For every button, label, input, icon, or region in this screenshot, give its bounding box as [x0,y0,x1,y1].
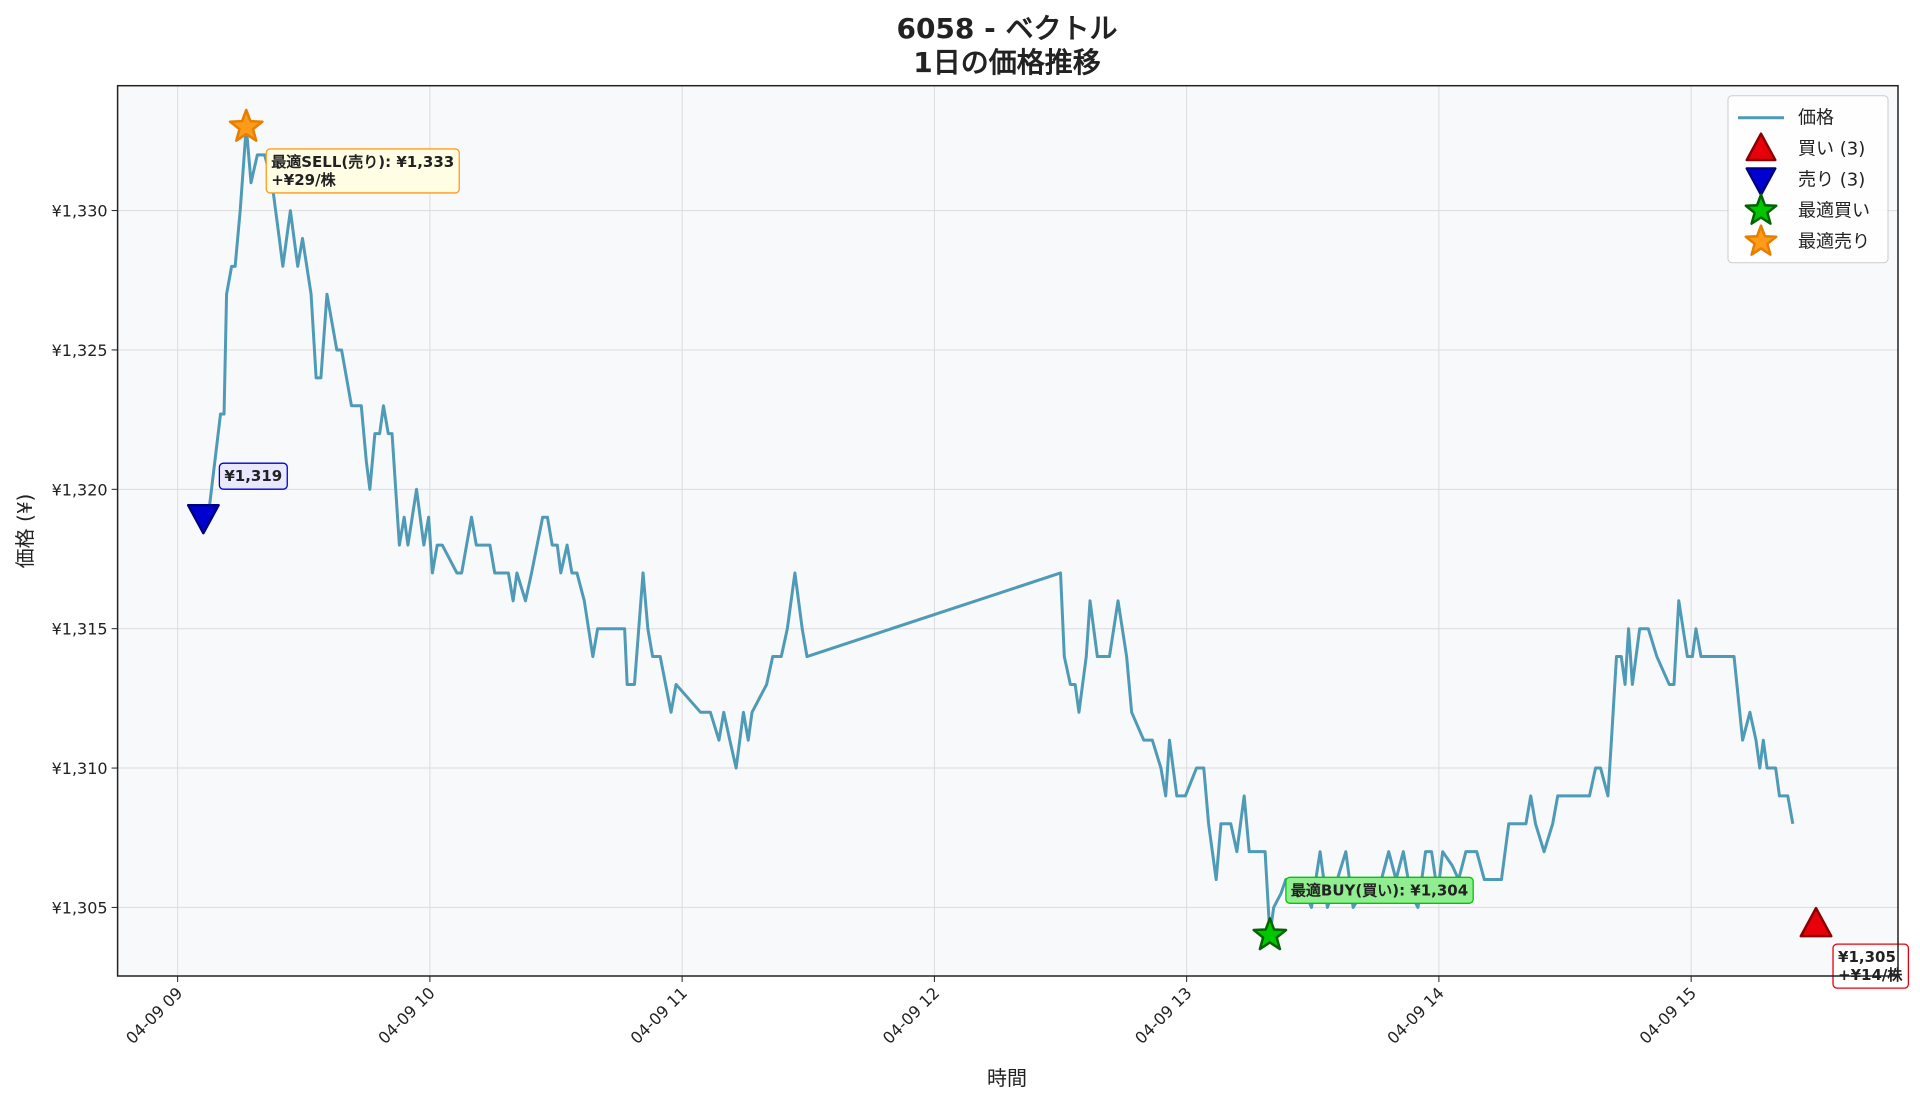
y-axis-label: 価格 (¥) [13,494,37,569]
annotation-text: +¥14/株 [1838,966,1903,984]
legend-swatch [1745,167,1777,196]
legend-label: 買い (3) [1798,139,1865,160]
trade-marker [1252,917,1288,951]
annotation-text: ¥1,305 [1838,948,1896,966]
legend-label: 価格 [1798,108,1834,129]
annotation-box [218,462,288,490]
annotation-text: 最適SELL(売り): ¥1,333 [271,153,454,171]
annotation: ¥1,319 [218,462,288,490]
annotation-box [1285,876,1474,904]
annotation: ¥1,305+¥14/株 [1832,943,1910,989]
legend-label: 最適買い [1798,201,1870,222]
y-tick-label: ¥1,320 [52,480,108,499]
trade-marker [1799,906,1833,938]
chart-title: 6058 - ベクトル [896,12,1117,45]
price-line [197,125,1795,937]
y-tick-label: ¥1,315 [52,620,108,639]
annotation-text: 最適BUY(買い): ¥1,304 [1291,881,1468,899]
annotation-box [1832,943,1910,989]
y-tick-label: ¥1,305 [52,898,108,917]
annotation-box [265,148,460,194]
legend-label: 最適売り [1798,232,1870,253]
annotation: 最適SELL(売り): ¥1,333+¥29/株 [265,148,460,194]
trade-marker [228,108,264,142]
chart-subtitle: 1日の価格推移 [913,46,1100,79]
annotation: 最適BUY(買い): ¥1,304 [1285,876,1474,904]
annotation-text: +¥29/株 [271,171,336,189]
y-tick-label: ¥1,330 [52,202,108,221]
legend-swatch [1745,132,1777,162]
legend-swatch [1744,224,1778,256]
annotation-text: ¥1,319 [224,467,282,485]
plot-area [117,85,1899,976]
legend-label: 売り (3) [1798,170,1865,191]
trade-marker [186,503,220,535]
legend-swatch [1744,193,1778,225]
y-tick-label: ¥1,310 [52,759,108,778]
y-tick-label: ¥1,325 [52,341,108,360]
x-axis-label: 時間 [987,1066,1027,1090]
plot-frame [116,84,1899,977]
